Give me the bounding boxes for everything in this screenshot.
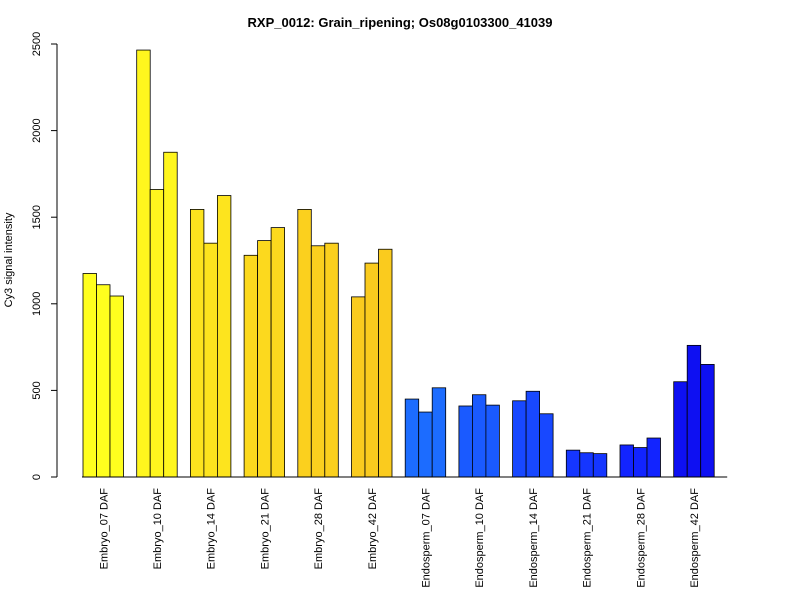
- bar: [431, 387, 447, 478]
- category-label: Endosperm_42 DAF: [689, 488, 701, 588]
- bars-group: [82, 49, 715, 478]
- bar: [471, 394, 487, 478]
- bar: [216, 195, 232, 478]
- bar: [673, 381, 688, 478]
- bar: [136, 49, 151, 478]
- y-tick-label: 0: [31, 474, 43, 480]
- category-label: Endosperm_10 DAF: [474, 488, 486, 588]
- bar: [324, 242, 339, 478]
- bar: [700, 364, 715, 478]
- y-axis-label: Cy3 signal intensity: [3, 212, 15, 307]
- category-label: Embryo_28 DAF: [313, 488, 325, 570]
- bar: [458, 405, 473, 478]
- bar: [512, 400, 527, 478]
- bar: [310, 245, 326, 478]
- bar: [565, 449, 581, 478]
- y-tick-label: 2000: [31, 118, 43, 142]
- bar: [404, 398, 420, 478]
- bar: [592, 453, 608, 478]
- bar: [149, 189, 165, 478]
- bar: [378, 248, 393, 478]
- category-label: Endosperm_07 DAF: [420, 488, 432, 588]
- bar: [646, 437, 661, 478]
- category-labels: Embryo_07 DAF Embryo_10 DAF Embryo_14 DAF E…: [98, 488, 701, 588]
- bar: [189, 209, 205, 478]
- bar: [619, 444, 634, 478]
- bar: [163, 151, 178, 478]
- y-tick-label: 1000: [31, 292, 43, 316]
- category-label: Embryo_14 DAF: [206, 488, 218, 570]
- bar: [96, 284, 111, 478]
- bar: [539, 413, 554, 478]
- y-tick-label: 2500: [31, 32, 43, 56]
- bar: [351, 296, 366, 478]
- category-label: Embryo_10 DAF: [152, 488, 164, 570]
- chart-title: RXP_0012: Grain_ripening; Os08g0103300_4…: [248, 15, 553, 30]
- bar: [109, 295, 124, 478]
- bar: [243, 254, 259, 478]
- bar: [203, 242, 218, 478]
- y-tick-label: 500: [31, 381, 43, 399]
- bar: [686, 344, 702, 478]
- bar: [633, 447, 648, 478]
- category-label: Embryo_21 DAF: [259, 488, 271, 570]
- bar: [485, 404, 500, 478]
- category-label: Endosperm_28 DAF: [635, 488, 647, 588]
- category-label: Endosperm_21 DAF: [582, 488, 594, 588]
- bar: [579, 452, 594, 478]
- bar: [82, 273, 97, 478]
- bar: [364, 262, 379, 478]
- bar: [257, 240, 272, 478]
- y-axis: 0 500 1000 1500 2000 2500: [31, 32, 58, 480]
- category-label: Embryo_42 DAF: [367, 488, 379, 570]
- category-label: Endosperm_14 DAF: [528, 488, 540, 588]
- bar: [525, 390, 540, 478]
- bar: [418, 411, 433, 478]
- bar: [297, 209, 312, 478]
- y-tick-label: 1500: [31, 205, 43, 229]
- category-label: Embryo_07 DAF: [98, 488, 110, 570]
- bar: [270, 227, 286, 478]
